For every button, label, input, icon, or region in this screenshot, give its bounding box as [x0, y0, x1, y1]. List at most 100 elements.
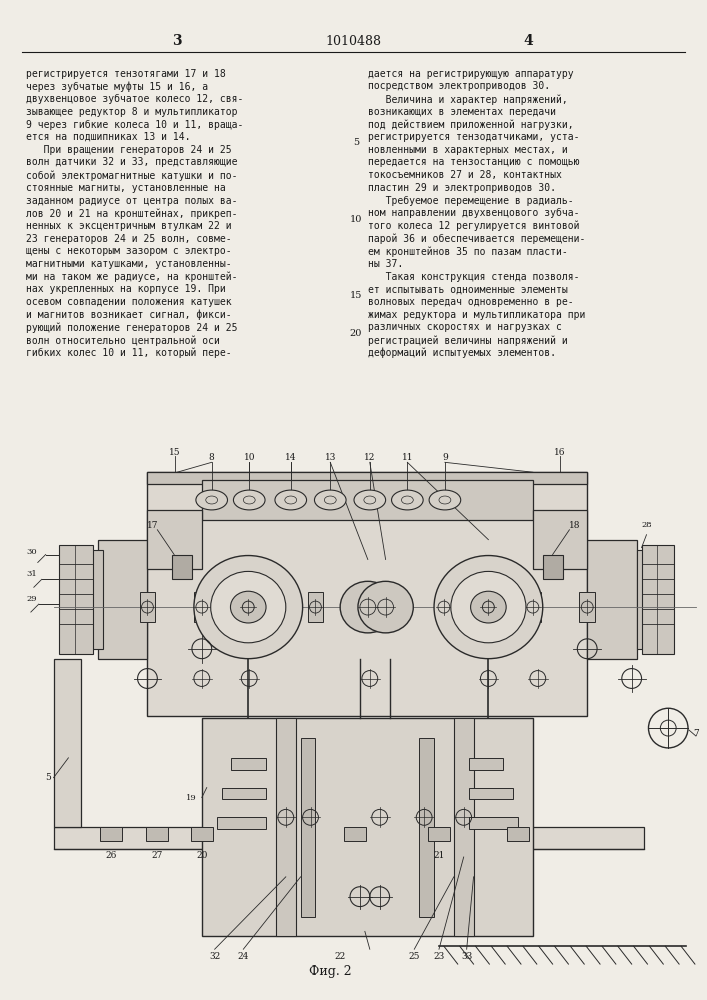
Bar	[469, 758, 503, 770]
Text: ны 37.: ны 37.	[368, 259, 403, 269]
Text: ном направлении двухвенцового зубча-: ном направлении двухвенцового зубча-	[368, 208, 579, 218]
Ellipse shape	[451, 571, 526, 643]
Text: 22: 22	[334, 952, 346, 961]
Text: 7: 7	[693, 729, 699, 738]
Text: волн относительно центральной оси: волн относительно центральной оси	[26, 335, 220, 346]
Text: 26: 26	[105, 851, 117, 860]
Ellipse shape	[358, 581, 414, 633]
Text: лов 20 и 21 на кронштейнах, прикреп-: лов 20 и 21 на кронштейнах, прикреп-	[26, 208, 238, 219]
Ellipse shape	[392, 490, 423, 510]
Text: Фиg. 2: Фиg. 2	[309, 965, 351, 978]
Text: рующий положение генераторов 24 и 25: рующий положение генераторов 24 и 25	[26, 322, 238, 333]
Bar	[428, 827, 450, 841]
Text: собой электромагнитные катушки и по-: собой электромагнитные катушки и по-	[26, 170, 238, 181]
Text: нах укрепленных на корпусе 19. При: нах укрепленных на корпусе 19. При	[26, 284, 226, 294]
Bar	[146, 827, 168, 841]
Text: парой 36 и обеспечивается перемещени-: парой 36 и обеспечивается перемещени-	[368, 234, 585, 244]
Ellipse shape	[275, 490, 307, 510]
Bar	[436, 592, 452, 622]
Bar	[201, 718, 533, 936]
Bar	[300, 738, 315, 917]
Bar	[59, 545, 93, 654]
Bar	[54, 827, 643, 849]
Text: волн датчики 32 и 33, представляющие: волн датчики 32 и 33, представляющие	[26, 157, 238, 167]
Bar	[221, 788, 266, 799]
Text: 20: 20	[350, 329, 362, 338]
Text: Требуемое перемещение в радиаль-: Требуемое перемещение в радиаль-	[368, 196, 573, 206]
Text: двухвенцовое зубчатое колесо 12, свя-: двухвенцовое зубчатое колесо 12, свя-	[26, 94, 243, 104]
Ellipse shape	[340, 581, 395, 633]
Text: 20: 20	[196, 851, 207, 860]
Bar	[148, 472, 588, 716]
Text: 33: 33	[461, 952, 472, 961]
Text: ет испытывать одноименные элементы: ет испытывать одноименные элементы	[368, 284, 568, 294]
Bar	[469, 788, 513, 799]
Text: 5: 5	[353, 138, 359, 147]
Bar	[636, 550, 651, 649]
Ellipse shape	[230, 591, 266, 623]
Text: заданном радиусе от центра полых ва-: заданном радиусе от центра полых ва-	[26, 196, 238, 206]
Text: 10: 10	[243, 453, 255, 462]
Text: щены с некоторым зазором с электро-: щены с некоторым зазором с электро-	[26, 246, 231, 256]
Bar	[641, 545, 674, 654]
Text: Величина и характер напряжений,: Величина и характер напряжений,	[368, 94, 568, 105]
Bar	[100, 827, 122, 841]
Text: пластин 29 и электроприводов 30.: пластин 29 и электроприводов 30.	[368, 183, 556, 193]
Text: 21: 21	[433, 851, 445, 860]
Bar	[344, 827, 366, 841]
Text: через зубчатые муфты 15 и 16, а: через зубчатые муфты 15 и 16, а	[26, 81, 208, 92]
Text: 3: 3	[173, 34, 182, 48]
Text: регистрацией величины напряжений и: регистрацией величины напряжений и	[368, 335, 568, 346]
Text: различных скоростях и нагрузках с: различных скоростях и нагрузках с	[368, 322, 561, 332]
Bar	[543, 555, 563, 579]
Text: 12: 12	[364, 453, 375, 462]
Text: 9: 9	[442, 453, 448, 462]
Text: передается на тензостанцию с помощью: передается на тензостанцию с помощью	[368, 157, 579, 167]
Bar	[507, 827, 529, 841]
Ellipse shape	[233, 490, 265, 510]
Text: 31: 31	[26, 570, 37, 578]
Text: зывающее редуктор 8 и мультипликатор: зывающее редуктор 8 и мультипликатор	[26, 107, 238, 117]
Text: 23: 23	[433, 952, 445, 961]
Text: под действием приложенной нагрузки,: под действием приложенной нагрузки,	[368, 119, 573, 130]
Text: жимах редуктора и мультипликатора при: жимах редуктора и мультипликатора при	[368, 310, 585, 320]
Text: 25: 25	[409, 952, 420, 961]
Text: 32: 32	[209, 952, 221, 961]
Bar	[148, 472, 588, 484]
Text: новленными в характерных местах, и: новленными в характерных местах, и	[368, 145, 568, 155]
Text: Такая конструкция стенда позволя-: Такая конструкция стенда позволя-	[368, 272, 579, 282]
Text: 27: 27	[152, 851, 163, 860]
Bar	[139, 592, 156, 622]
Text: токосъемников 27 и 28, контактных: токосъемников 27 и 28, контактных	[368, 170, 561, 180]
Bar	[98, 540, 148, 659]
Text: осевом совпадении положения катушек: осевом совпадении положения катушек	[26, 297, 231, 307]
Text: магнитными катушками, установленны-: магнитными катушками, установленны-	[26, 259, 231, 269]
Text: ем кронштейнов 35 по пазам пласти-: ем кронштейнов 35 по пазам пласти-	[368, 246, 568, 257]
Text: возникающих в элементах передачи: возникающих в элементах передачи	[368, 107, 556, 117]
Text: и магнитов возникает сигнал, фикси-: и магнитов возникает сигнал, фикси-	[26, 310, 231, 320]
Text: дается на регистрирующую аппаратуру: дается на регистрирующую аппаратуру	[368, 69, 573, 79]
Bar	[173, 555, 192, 579]
Bar	[88, 550, 103, 649]
Text: 29: 29	[27, 595, 37, 603]
Bar	[191, 827, 213, 841]
Text: гибких колес 10 и 11, который пере-: гибких колес 10 и 11, который пере-	[26, 348, 231, 358]
Ellipse shape	[429, 490, 461, 510]
Text: ми на таком же радиусе, на кронштей-: ми на таком же радиусе, на кронштей-	[26, 272, 238, 282]
Text: волновых передач одновременно в ре-: волновых передач одновременно в ре-	[368, 297, 573, 307]
Ellipse shape	[194, 556, 303, 659]
Bar	[54, 659, 81, 827]
Text: 28: 28	[641, 521, 652, 529]
Bar	[308, 592, 323, 622]
Text: 16: 16	[554, 448, 566, 457]
Text: 24: 24	[238, 952, 249, 961]
Text: регистрируется тензодатчиками, уста-: регистрируется тензодатчиками, уста-	[368, 132, 579, 142]
Bar	[454, 718, 474, 936]
Text: 18: 18	[568, 521, 580, 530]
Ellipse shape	[471, 591, 506, 623]
Text: 8: 8	[209, 453, 214, 462]
Text: того колеса 12 регулируется винтовой: того колеса 12 регулируется винтовой	[368, 221, 579, 231]
Bar	[231, 758, 266, 770]
Text: 14: 14	[285, 453, 296, 462]
Text: ется на подшипниках 13 и 14.: ется на подшипниках 13 и 14.	[26, 132, 190, 142]
